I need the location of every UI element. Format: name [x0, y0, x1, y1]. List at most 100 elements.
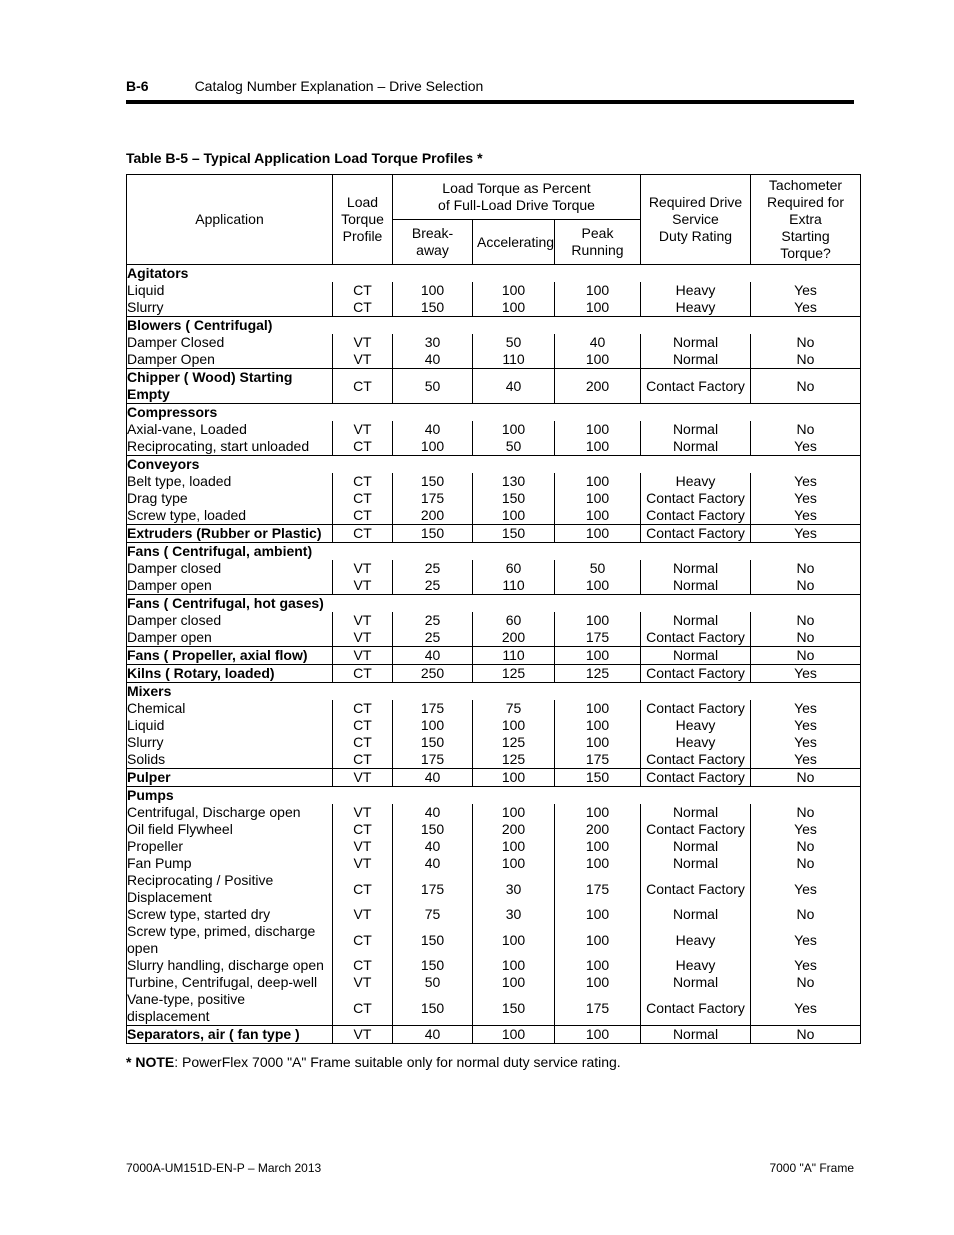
section-title: Mixers [127, 683, 861, 701]
cell-pk: 100 [555, 923, 641, 957]
cell-pk: 100 [555, 734, 641, 751]
cell-pk: 100 [555, 299, 641, 317]
cell-app: Pulper [127, 769, 333, 787]
note-text: : PowerFlex 7000 "A" Frame suitable only… [174, 1054, 620, 1070]
cell-ba: 40 [393, 647, 473, 665]
cell-tach: Yes [751, 717, 861, 734]
th-ltq-1: Load Torque as Percent [442, 180, 590, 196]
cell-app: Centrifugal, Discharge open [127, 804, 333, 821]
cell-acc: 100 [473, 1026, 555, 1044]
cell-ltp: CT [333, 700, 393, 717]
th-peak-running: Peak Running [555, 220, 641, 265]
cell-app: Damper open [127, 629, 333, 647]
section-header-row: Agitators [127, 265, 861, 283]
cell-ba: 40 [393, 838, 473, 855]
cell-ltp: CT [333, 734, 393, 751]
cell-pk: 175 [555, 991, 641, 1026]
cell-acc: 150 [473, 991, 555, 1026]
cell-pk: 100 [555, 612, 641, 629]
page-header: B-6 Catalog Number Explanation – Drive S… [126, 78, 854, 104]
cell-pk: 100 [555, 957, 641, 974]
cell-ltp: CT [333, 438, 393, 456]
cell-svc: Contact Factory [641, 369, 751, 404]
table-row: ChemicalCT17575100Contact FactoryYes [127, 700, 861, 717]
table-row: Vane-type, positive displacementCT150150… [127, 991, 861, 1026]
cell-acc: 110 [473, 647, 555, 665]
section-title: Conveyors [127, 456, 861, 474]
cell-svc: Contact Factory [641, 751, 751, 769]
section-header-row: Mixers [127, 683, 861, 701]
section-title: Fans ( Centrifugal, hot gases) [127, 595, 861, 613]
cell-pk: 100 [555, 804, 641, 821]
cell-ltp: CT [333, 282, 393, 299]
page-number: B-6 [126, 78, 149, 94]
table-row: Belt type, loadedCT150130100HeavyYes [127, 473, 861, 490]
cell-acc: 100 [473, 769, 555, 787]
table-row: Turbine, Centrifugal, deep-wellVT5010010… [127, 974, 861, 991]
cell-tach: Yes [751, 665, 861, 683]
table-row: LiquidCT100100100HeavyYes [127, 282, 861, 299]
th-ltq-2: of Full-Load Drive Torque [438, 197, 595, 213]
cell-tach: Yes [751, 507, 861, 525]
cell-acc: 110 [473, 351, 555, 369]
cell-acc: 50 [473, 438, 555, 456]
cell-tach: No [751, 629, 861, 647]
cell-acc: 200 [473, 821, 555, 838]
cell-ba: 150 [393, 299, 473, 317]
cell-ba: 250 [393, 665, 473, 683]
cell-pk: 50 [555, 560, 641, 577]
cell-acc: 125 [473, 665, 555, 683]
cell-ltp: CT [333, 957, 393, 974]
cell-ba: 40 [393, 769, 473, 787]
cell-ltp: VT [333, 647, 393, 665]
cell-acc: 110 [473, 577, 555, 595]
cell-svc: Normal [641, 647, 751, 665]
cell-ltp: CT [333, 525, 393, 543]
cell-app: Drag type [127, 490, 333, 507]
cell-app: Fan Pump [127, 855, 333, 872]
cell-pk: 100 [555, 974, 641, 991]
cell-ba: 175 [393, 700, 473, 717]
cell-tach: Yes [751, 438, 861, 456]
page-footer: 7000A-UM151D-EN-P – March 2013 7000 "A" … [126, 1161, 854, 1175]
cell-svc: Normal [641, 438, 751, 456]
section-title: Compressors [127, 404, 861, 422]
cell-tach: Yes [751, 923, 861, 957]
cell-acc: 130 [473, 473, 555, 490]
cell-ba: 40 [393, 1026, 473, 1044]
cell-ltp: VT [333, 838, 393, 855]
table-row: SolidsCT175125175Contact FactoryYes [127, 751, 861, 769]
cell-app: Damper open [127, 577, 333, 595]
cell-tach: No [751, 974, 861, 991]
cell-acc: 100 [473, 804, 555, 821]
table-row: Damper openVT25110100NormalNo [127, 577, 861, 595]
cell-acc: 100 [473, 282, 555, 299]
cell-tach: Yes [751, 957, 861, 974]
cell-app: Screw type, started dry [127, 906, 333, 923]
table-row: PropellerVT40100100NormalNo [127, 838, 861, 855]
cell-app: Damper closed [127, 560, 333, 577]
table-row: Drag typeCT175150100Contact FactoryYes [127, 490, 861, 507]
cell-pk: 100 [555, 282, 641, 299]
cell-ba: 30 [393, 334, 473, 351]
table-row: Separators, air ( fan type )VT40100100No… [127, 1026, 861, 1044]
cell-ba: 25 [393, 629, 473, 647]
section-title: Agitators [127, 265, 861, 283]
cell-tach: Yes [751, 473, 861, 490]
cell-acc: 100 [473, 923, 555, 957]
cell-ltp: CT [333, 991, 393, 1026]
cell-pk: 100 [555, 473, 641, 490]
cell-ba: 175 [393, 751, 473, 769]
cell-ba: 100 [393, 717, 473, 734]
cell-ba: 150 [393, 473, 473, 490]
cell-pk: 200 [555, 821, 641, 838]
section-title: Pumps [127, 787, 861, 805]
cell-acc: 100 [473, 299, 555, 317]
cell-pk: 100 [555, 700, 641, 717]
cell-pk: 100 [555, 577, 641, 595]
cell-app: Screw type, primed, discharge open [127, 923, 333, 957]
table-body: AgitatorsLiquidCT100100100HeavyYesSlurry… [127, 265, 861, 1044]
cell-app: Slurry [127, 734, 333, 751]
table-row: Damper OpenVT40110100NormalNo [127, 351, 861, 369]
cell-acc: 100 [473, 838, 555, 855]
